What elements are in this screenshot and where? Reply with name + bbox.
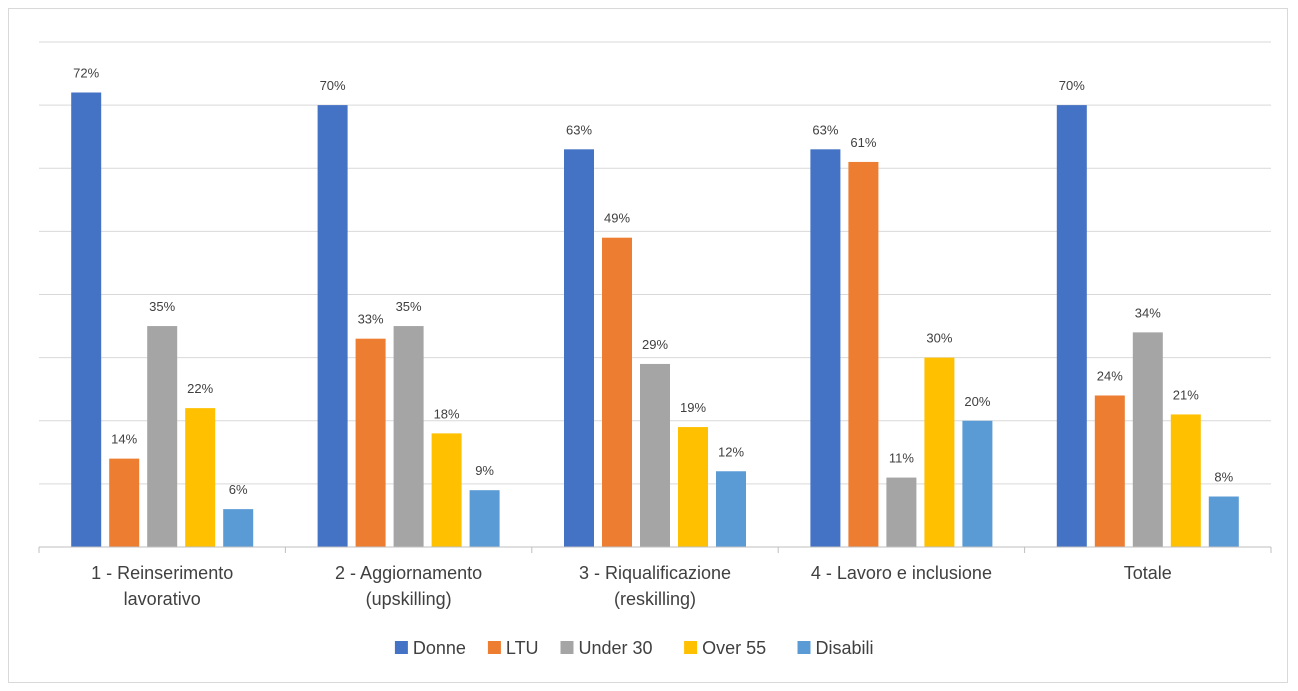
data-label: 21%: [1173, 387, 1199, 402]
bar-over-55: [185, 408, 216, 547]
data-label: 19%: [680, 400, 706, 415]
bar-under-30: [886, 477, 917, 547]
data-label: 61%: [850, 135, 876, 150]
legend-label: Under 30: [579, 638, 653, 658]
bars: [71, 92, 1239, 547]
data-label: 14%: [111, 432, 137, 447]
data-label: 12%: [718, 444, 744, 459]
bar-donne: [564, 149, 594, 547]
bar-donne: [1056, 105, 1087, 547]
data-label: 70%: [320, 78, 346, 93]
legend-swatch-ltu: [487, 641, 501, 654]
bar-donne: [810, 149, 841, 547]
data-label: 29%: [642, 337, 668, 352]
data-label: 9%: [475, 463, 494, 478]
data-label: 35%: [396, 299, 422, 314]
legend-label: Disabili: [816, 638, 874, 658]
data-label: 30%: [926, 331, 952, 346]
bar-over-55: [1170, 414, 1201, 547]
data-label: 63%: [812, 122, 838, 137]
bar-disabili: [469, 490, 500, 547]
bar-donne: [317, 105, 348, 547]
data-label: 20%: [964, 394, 990, 409]
x-tick-label: 2 - Aggiornamento (upskilling): [335, 563, 482, 609]
bar-under-30: [393, 326, 424, 547]
data-label: 18%: [434, 406, 460, 421]
legend-swatch-donne: [394, 641, 408, 654]
bar-ltu: [602, 237, 632, 547]
bar-ltu: [1094, 395, 1125, 547]
legend-label: LTU: [506, 638, 539, 658]
x-tick-label: 3 - Riqualificazione (reskilling): [579, 563, 731, 609]
data-label: 70%: [1059, 78, 1085, 93]
legend-swatch-disabili: [797, 641, 811, 654]
data-label: 63%: [566, 122, 592, 137]
gridlines: [39, 41, 1271, 485]
data-label: 34%: [1135, 305, 1161, 320]
bar-donne: [71, 92, 102, 547]
bar-disabili: [223, 509, 254, 547]
bar-over-55: [431, 433, 462, 547]
bar-ltu: [355, 338, 386, 547]
legend-swatch-over-55: [684, 641, 698, 654]
bar-disabili: [962, 420, 993, 547]
legend-label: Over 55: [702, 638, 766, 658]
data-label: 72%: [73, 66, 99, 81]
bar-over-55: [678, 427, 708, 547]
data-label: 6%: [229, 482, 248, 497]
data-labels: 72% 70% 63% 63% 70% 14% 33% 49% 61% 24% 35% 35% 29% 1…: [73, 66, 1233, 498]
bar-disabili: [1208, 496, 1239, 547]
data-label: 35%: [149, 299, 175, 314]
legend: Donne LTU Under 30 Over 55 Disabili: [394, 638, 874, 658]
x-tick-label: 1 - Reinserimento lavorativo: [91, 563, 233, 609]
bar-ltu: [848, 161, 879, 547]
x-tick-label: Totale: [1124, 563, 1172, 583]
chart-frame: 72% 70% 63% 63% 70% 14% 33% 49% 61% 24% 35% 35% 29% 1…: [8, 8, 1288, 683]
data-label: 33%: [358, 312, 384, 327]
data-label: 8%: [1214, 470, 1233, 485]
bar-under-30: [147, 326, 178, 547]
legend-label: Donne: [413, 638, 466, 658]
bar-under-30: [1132, 332, 1163, 547]
bar-under-30: [640, 363, 670, 547]
bar-disabili: [716, 471, 746, 547]
bar-ltu: [109, 458, 140, 547]
x-tick-label: 4 - Lavoro e inclusione: [811, 563, 992, 583]
data-label: 11%: [889, 451, 914, 466]
data-label: 49%: [604, 211, 630, 226]
bar-over-55: [924, 357, 955, 547]
x-axis: 1 - Reinserimento lavorativo 2 - Aggiornam…: [38, 546, 1272, 609]
legend-swatch-under-30: [560, 641, 574, 654]
data-label: 24%: [1097, 369, 1123, 384]
bar-chart: 72% 70% 63% 63% 70% 14% 33% 49% 61% 24% 35% 35% 29% 1…: [38, 41, 1272, 658]
data-label: 22%: [187, 381, 213, 396]
